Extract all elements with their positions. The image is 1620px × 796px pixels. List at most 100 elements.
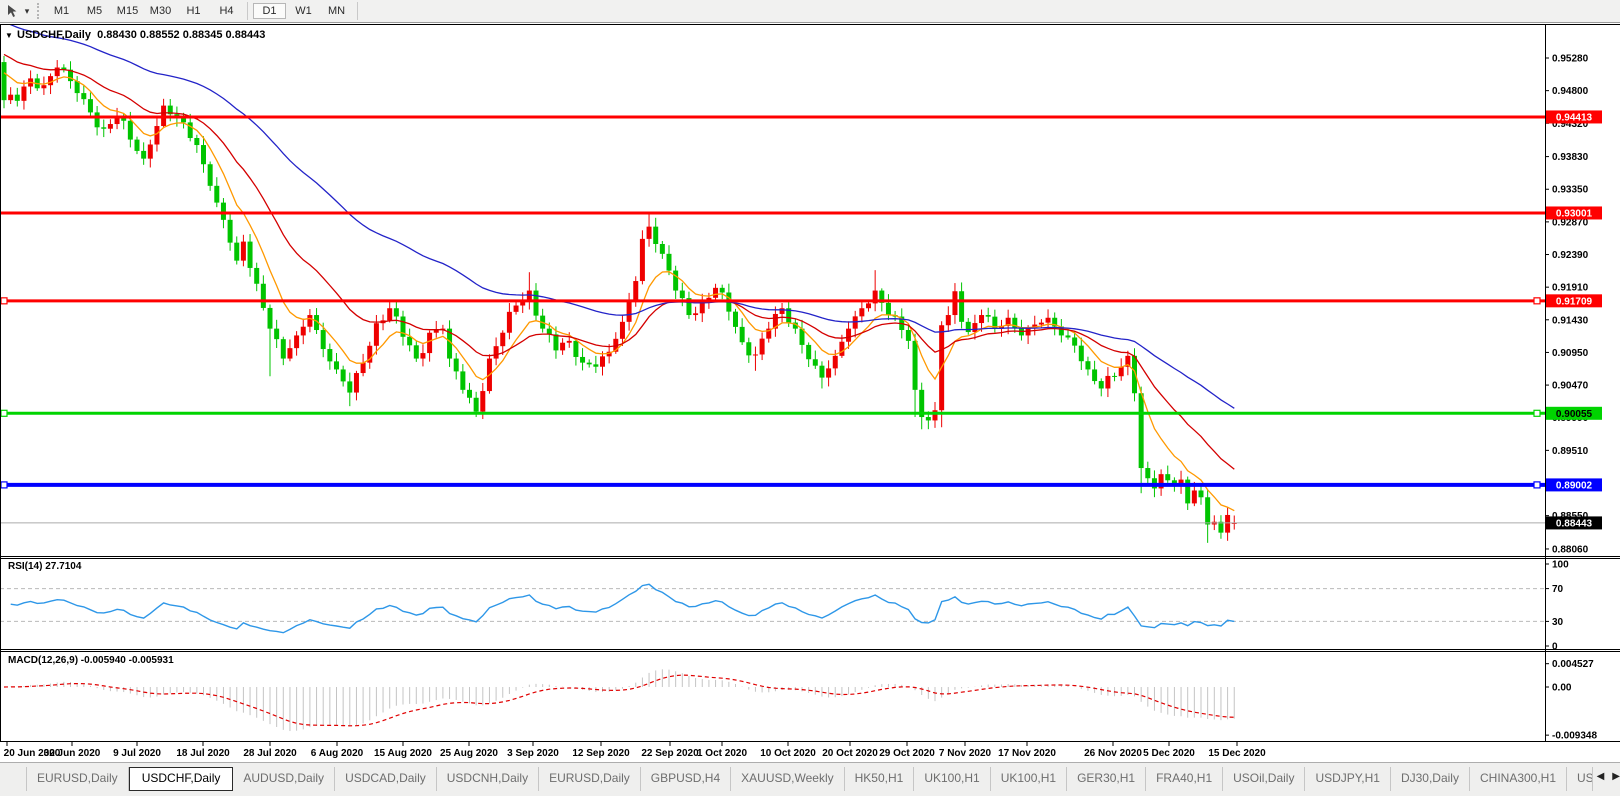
timeframe-button-m30[interactable]: M30: [149, 5, 172, 17]
price-tick-label: 0.90950: [1552, 348, 1589, 359]
date-tick-label: 5 Dec 2020: [1143, 748, 1195, 759]
date-tick-label: 17 Nov 2020: [998, 748, 1056, 759]
rsi-tick-label: 0: [1552, 642, 1558, 653]
tab-eurusd-daily[interactable]: EURUSD,Daily: [539, 767, 641, 791]
price-tick-label: 0.88060: [1552, 544, 1589, 555]
tab-scroll-right-icon[interactable]: ▶: [1612, 771, 1620, 782]
chart-title-ohlc: 0.88430 0.88552 0.88345 0.88443: [97, 29, 266, 41]
timeframe-button-mn[interactable]: MN: [327, 5, 346, 17]
cursor-tool-icon[interactable]: [3, 2, 21, 20]
mid-ma: [3, 53, 1235, 470]
slow-ma: [9, 25, 1235, 409]
hline-marker[interactable]: [0, 297, 8, 305]
tab-audusd-daily[interactable]: AUDUSD,Daily: [233, 767, 336, 791]
timeframe-button-m15[interactable]: M15: [116, 5, 139, 17]
date-tick-label: 6 Aug 2020: [311, 748, 364, 759]
tab-usoil-daily[interactable]: USOil,Daily: [1223, 767, 1306, 791]
chart-title-caret-icon[interactable]: ▼: [5, 31, 13, 40]
tab-scroll-left-icon[interactable]: ◀: [1596, 771, 1605, 782]
tab-usdjpy-h1[interactable]: USDJPY,H1: [1305, 767, 1391, 791]
timeframe-button-h4[interactable]: H4: [219, 5, 234, 17]
toolbar-separator: [247, 2, 248, 20]
price-tick-label: 0.90470: [1552, 381, 1589, 392]
timeframe-button-m5[interactable]: M5: [86, 5, 103, 17]
tab-hk50-h1[interactable]: HK50,H1: [845, 767, 915, 791]
tab-fra40-h1[interactable]: FRA40,H1: [1146, 767, 1224, 791]
price-badge-0.91709-text: 0.91709: [1556, 296, 1593, 307]
price-tick-label: 0.92390: [1552, 250, 1589, 261]
rsi-tick-label: 70: [1552, 584, 1564, 595]
fast-ma: [3, 72, 1235, 512]
timeframe-button-w1[interactable]: W1: [295, 5, 312, 17]
macd-histogram: [10, 669, 1235, 732]
macd-indicator-label: MACD(12,26,9) -0.005940 -0.005931: [8, 655, 174, 666]
rsi-indicator-label: RSI(14) 27.7104: [8, 561, 82, 572]
tab-usdchf-daily[interactable]: USDCHF,Daily: [128, 767, 234, 791]
cursor-tool-caret[interactable]: ▾: [24, 5, 30, 16]
timeframe-button-h1[interactable]: H1: [186, 5, 201, 17]
current-price-badge: [1546, 516, 1602, 530]
tab-dj30-daily[interactable]: DJ30,Daily: [1391, 767, 1470, 791]
chart-tabs: EURUSD,Daily USDCHF,Daily AUDUSD,Daily USDC…: [26, 767, 1593, 791]
current-price-badge-text: 0.88443: [1556, 518, 1593, 529]
price-tick-label: 0.89510: [1552, 446, 1589, 457]
tab-gbpusd-h4[interactable]: GBPUSD,H4: [641, 767, 732, 791]
date-tick-label: 20 Jun 2020: [4, 748, 61, 759]
tab-usdcad-daily[interactable]: USDCAD,Daily: [335, 767, 437, 791]
timeframe-button-d1[interactable]: D1: [253, 3, 286, 19]
price-tick-label: 0.93350: [1552, 185, 1589, 196]
rsi-tick-label: 100: [1552, 560, 1569, 571]
price-badge-0.90055: [1546, 406, 1602, 420]
tab-usdcnh-daily[interactable]: USDCNH,Daily: [437, 767, 540, 791]
macd-signal-line: [3, 674, 1235, 727]
tab-china300-h1[interactable]: CHINA300,H1: [1470, 767, 1568, 791]
price-tick-label: 0.93830: [1552, 152, 1589, 163]
date-tick-label: 7 Nov 2020: [939, 748, 992, 759]
chart-tab-bar: EURUSD,Daily USDCHF,Daily AUDUSD,Daily USDC…: [0, 762, 1620, 796]
tab-uk100-h1[interactable]: UK100,H1: [991, 767, 1068, 791]
timeframe-buttons: M1 M5 M15 M30 H1 H4 D1 W1 MN: [45, 2, 362, 20]
date-tick-label: 3 Sep 2020: [507, 748, 559, 759]
date-tick-label: 28 Jul 2020: [243, 748, 297, 759]
date-tick-label: 10 Oct 2020: [760, 748, 816, 759]
price-tick-label: 0.91910: [1552, 283, 1589, 294]
price-badge-0.89002: [1546, 478, 1602, 492]
tab-uk100-h1[interactable]: UK100,H1: [914, 767, 991, 791]
tab-scroll-arrows: ◀ ▶: [1597, 771, 1620, 782]
tab-xauusd-weekly[interactable]: XAUUSD,Weekly: [731, 767, 845, 791]
macd-tick-label: 0.00: [1552, 683, 1572, 694]
chart-title-symbol: USDCHF,Daily: [17, 29, 91, 41]
macd-tick-label: -0.009348: [1552, 731, 1597, 742]
date-tick-label: 9 Jul 2020: [113, 748, 161, 759]
tab-us[interactable]: US: [1567, 767, 1593, 791]
date-tick-label: 20 Oct 2020: [822, 748, 878, 759]
toolbar: ▾ M1 M5 M15 M30 H1 H4 D1 W1 MN: [0, 0, 1620, 23]
price-badge-0.91709: [1546, 294, 1602, 308]
rsi-line: [10, 583, 1235, 634]
price-tick-label: 0.92870: [1552, 217, 1589, 228]
hline-marker[interactable]: [1533, 481, 1541, 489]
price-badge-0.89002-text: 0.89002: [1556, 480, 1593, 491]
price-badge-0.94413-text: 0.94413: [1556, 112, 1593, 123]
timeframe-button-m1[interactable]: M1: [53, 5, 70, 17]
date-tick-label: 1 Oct 2020: [697, 748, 747, 759]
macd-tick-label: 0.004527: [1552, 659, 1594, 670]
date-tick-label: 29 Oct 2020: [879, 748, 935, 759]
price-tick-label: 0.94800: [1552, 86, 1589, 97]
date-tick-label: 25 Aug 2020: [440, 748, 498, 759]
tab-ger30-h1[interactable]: GER30,H1: [1067, 767, 1147, 791]
rsi-tick-label: 30: [1552, 617, 1564, 628]
hline-marker[interactable]: [0, 409, 8, 417]
hline-marker[interactable]: [1533, 297, 1541, 305]
tab-eurusd-daily[interactable]: EURUSD,Daily: [26, 767, 129, 791]
toolbar-separator: [357, 2, 358, 20]
price-tick-label: 0.95280: [1552, 54, 1589, 65]
hline-marker[interactable]: [1533, 409, 1541, 417]
hline-marker[interactable]: [0, 481, 8, 489]
date-tick-label: 12 Sep 2020: [572, 748, 630, 759]
date-tick-label: 22 Sep 2020: [641, 748, 699, 759]
price-tick-label: 0.94320: [1552, 119, 1589, 130]
price-badge-0.94413: [1546, 110, 1602, 124]
